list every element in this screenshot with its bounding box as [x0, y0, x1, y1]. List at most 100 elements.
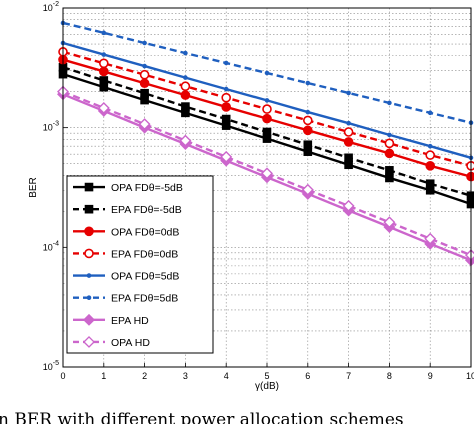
legend-marker [84, 248, 94, 259]
data-point [262, 127, 272, 137]
data-point [221, 92, 231, 103]
x-tick-label: 4 [224, 371, 229, 381]
legend-marker [84, 204, 94, 214]
data-point [97, 102, 110, 114]
y-tick-label: 10-2 [43, 1, 59, 13]
data-point [223, 60, 229, 66]
y-axis-label: BER [28, 177, 39, 198]
data-point [305, 80, 311, 86]
legend-marker [84, 182, 94, 192]
data-point [425, 179, 435, 189]
data-point [387, 100, 392, 106]
data-point [139, 69, 150, 80]
legend-marker [83, 313, 95, 326]
data-point [343, 127, 354, 137]
data-point [181, 102, 190, 111]
data-point [346, 120, 351, 126]
ticks: 0 1 2 3 4 5 6 7 8 9 10 10-2 10-3 10-4 10-5 [43, 1, 474, 381]
legend-label: EPA HD [111, 315, 149, 327]
data-point [221, 102, 231, 112]
x-tick-label: 7 [346, 371, 351, 381]
data-point [385, 166, 394, 175]
legend-label: OPA FDθ=0dB [111, 226, 179, 238]
data-point [264, 98, 270, 103]
data-point [142, 40, 147, 46]
data-point [385, 173, 394, 183]
data-point [303, 147, 313, 156]
legend-label: EPA FDθ=-5dB [111, 204, 182, 216]
data-point [342, 199, 355, 212]
data-point [427, 143, 433, 149]
y-tick-label: 10-4 [43, 240, 59, 252]
legend-marker [86, 273, 92, 278]
x-tick-label: 9 [428, 371, 433, 381]
x-tick-label: 1 [101, 371, 106, 381]
data-point [302, 125, 313, 136]
data-point [383, 216, 396, 229]
data-point [344, 160, 353, 170]
data-point [180, 90, 191, 100]
data-point [384, 138, 395, 149]
legend-label: OPA FDθ=5dB [111, 271, 179, 283]
data-point [99, 58, 109, 69]
series-8 [57, 85, 474, 262]
series-3 [58, 54, 474, 182]
legend-entry: OPA HD [73, 335, 150, 349]
legend-entry: OPA FDθ=5dB [73, 271, 179, 283]
data-point [302, 115, 313, 126]
data-point [424, 232, 437, 245]
data-point [262, 104, 272, 114]
data-point [101, 30, 107, 36]
series-line [62, 90, 472, 257]
legend-label: EPA FDθ=0dB [111, 248, 178, 260]
x-tick-label: 8 [387, 371, 392, 381]
data-point [301, 183, 314, 196]
legend-entry: EPA FDθ=5dB [73, 293, 178, 305]
x-tick-label: 10 [466, 371, 474, 381]
data-point [140, 88, 149, 98]
legend-marker [83, 335, 95, 348]
data-point [221, 114, 231, 124]
data-point [183, 50, 188, 56]
legend-label: OPA HD [111, 337, 150, 349]
data-point [139, 78, 150, 89]
x-tick-label: 0 [60, 371, 65, 381]
data-point [303, 140, 313, 150]
data-point [223, 86, 229, 92]
x-tick-label: 2 [142, 371, 147, 381]
data-point [261, 167, 273, 180]
series-layer [57, 20, 474, 267]
caption: n BER with different power allocation sc… [0, 410, 404, 424]
y-tick-label: 10-5 [43, 360, 59, 372]
legend-entry: OPA FDθ=-5dB [73, 182, 183, 194]
legend-entry: EPA FDθ=-5dB [73, 204, 182, 216]
x-tick-label: 6 [305, 371, 310, 381]
series-4 [58, 47, 474, 171]
legend-entry: OPA FDθ=0dB [73, 226, 179, 238]
data-point [264, 70, 270, 76]
x-tick-label: 3 [183, 371, 188, 381]
data-point [180, 81, 191, 92]
data-point [387, 132, 392, 138]
x-axis-label: γ(dB) [255, 381, 279, 392]
y-tick-label: 10-3 [43, 121, 59, 133]
data-point [142, 63, 147, 69]
data-point [262, 113, 272, 124]
data-point [343, 137, 354, 147]
data-point [425, 161, 436, 171]
data-point [101, 52, 107, 57]
data-point [140, 95, 149, 105]
data-point [384, 148, 395, 159]
legend: OPA FDθ=-5dB EPA FDθ=-5dB OPA FDθ=0dB EPA F… [66, 175, 214, 354]
data-point [99, 66, 109, 77]
data-point [138, 118, 151, 131]
data-point [183, 75, 188, 80]
series-6 [60, 20, 474, 126]
data-point [344, 153, 353, 163]
legend-marker [84, 226, 94, 237]
legend-entry: EPA HD [73, 313, 149, 327]
data-point [346, 90, 351, 96]
legend-label: EPA FDθ=5dB [111, 293, 178, 305]
legend-entry: EPA FDθ=0dB [73, 248, 178, 260]
